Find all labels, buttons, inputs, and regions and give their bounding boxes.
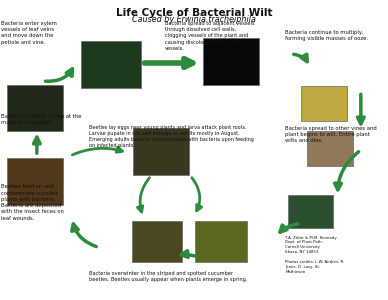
FancyBboxPatch shape xyxy=(195,221,248,262)
FancyBboxPatch shape xyxy=(301,86,347,121)
FancyBboxPatch shape xyxy=(307,131,353,166)
Text: Bacteria overwinter in the striped and spotted cucumber
beetles. Beetles usually: Bacteria overwinter in the striped and s… xyxy=(89,271,248,282)
Text: Caused by Erwinia tracheiphila: Caused by Erwinia tracheiphila xyxy=(132,15,256,24)
Text: Life Cycle of Bacterial Wilt: Life Cycle of Bacterial Wilt xyxy=(116,8,272,17)
FancyBboxPatch shape xyxy=(7,85,63,131)
FancyBboxPatch shape xyxy=(288,195,333,228)
FancyBboxPatch shape xyxy=(133,128,189,175)
Text: Bacteria spread to adjacent vessels
through dissolved cell walls,
clogging vesse: Bacteria spread to adjacent vessels thro… xyxy=(165,21,255,51)
FancyBboxPatch shape xyxy=(203,38,259,85)
FancyBboxPatch shape xyxy=(80,41,140,88)
Text: Beetles lay eggs near young plants and larva attack plant roots.
Larvae pupate i: Beetles lay eggs near young plants and l… xyxy=(89,124,254,148)
Text: T.A. Zitter & M.M. Kennedy
Dept. of Plant Path.
Cornell University
Ithaca, NY 14: T.A. Zitter & M.M. Kennedy Dept. of Plan… xyxy=(285,236,345,274)
Text: Bacteria continue to multiply,
forming visible masses of ooze.: Bacteria continue to multiply, forming v… xyxy=(285,30,368,41)
Text: Bacteria enter xylem
vessels of leaf veins
and move down the
petiole and vine.: Bacteria enter xylem vessels of leaf vei… xyxy=(1,21,57,45)
FancyBboxPatch shape xyxy=(7,158,63,205)
Text: Beetles feed on and
contaminate cucurbit
plants with bacteria.
Bacteria are depo: Beetles feed on and contaminate cucurbit… xyxy=(1,184,64,220)
Text: Bacteria multiply in cap at the
margins of wounds.: Bacteria multiply in cap at the margins … xyxy=(1,114,81,125)
FancyBboxPatch shape xyxy=(132,221,182,262)
Text: Bacteria spread to other vines and
plant begins to wilt. Entire plant
wilts and : Bacteria spread to other vines and plant… xyxy=(285,126,377,143)
